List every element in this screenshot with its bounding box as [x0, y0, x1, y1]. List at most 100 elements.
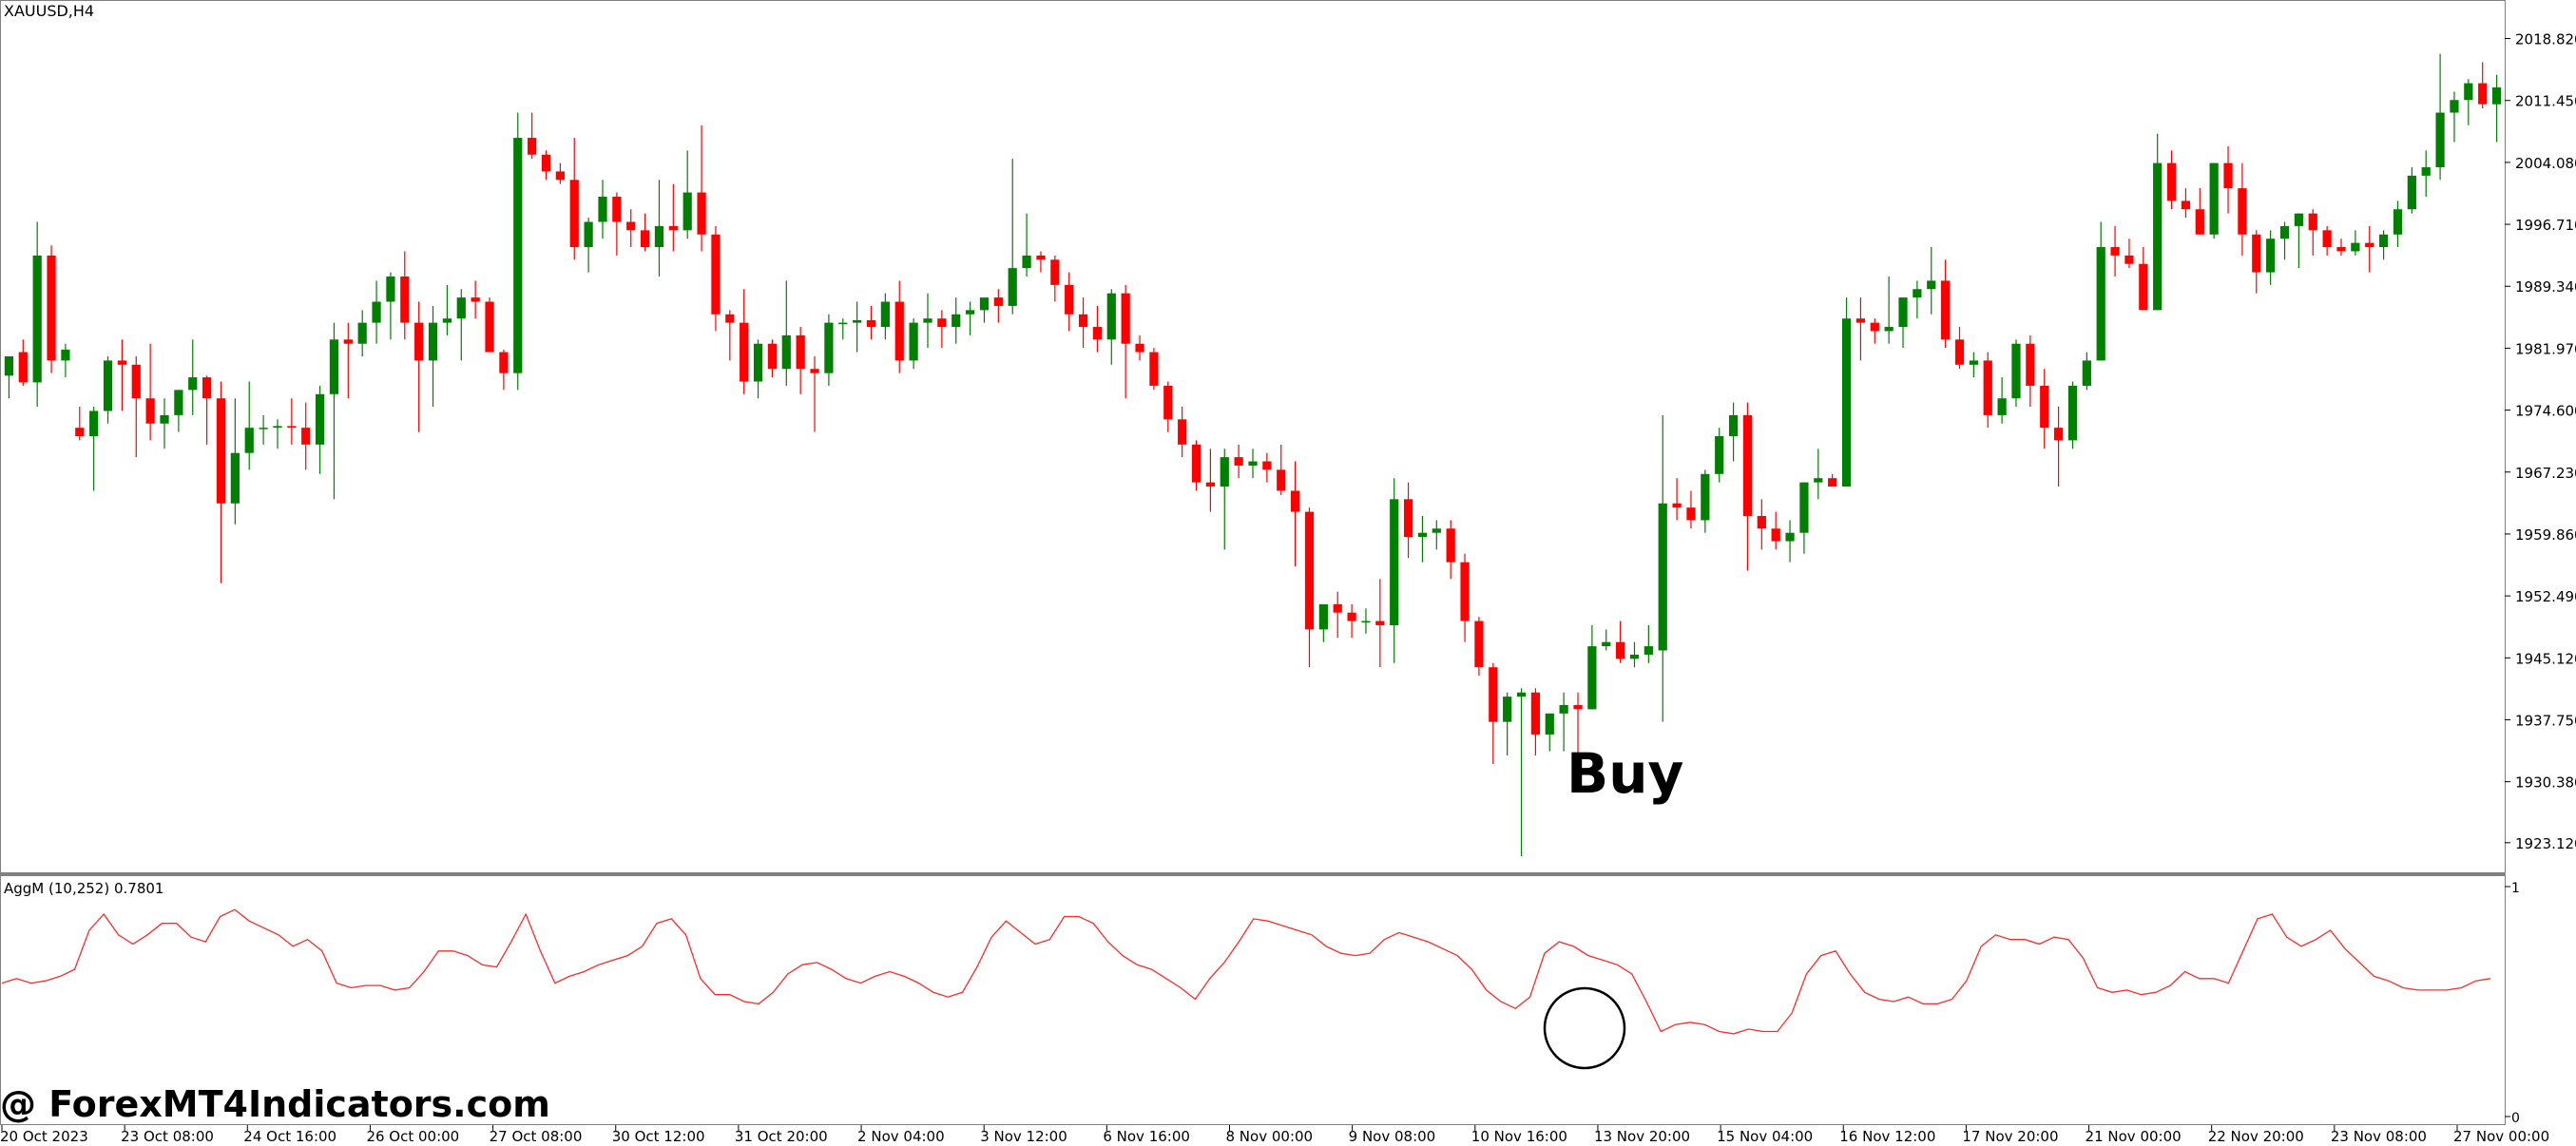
candle-body — [456, 297, 466, 319]
candle-body — [216, 398, 226, 504]
candle-body — [2464, 83, 2473, 101]
time-tick-label: 8 Nov 00:00 — [1226, 1128, 1314, 1145]
time-axis: 20 Oct 2023 23 Oct 08:00 24 Oct 16:00 26 Oc… — [0, 1125, 2549, 1145]
candle-body — [1941, 280, 1951, 340]
price-pane-border — [0, 0, 2506, 873]
candle-body — [528, 138, 537, 155]
price-tick-label: 1959.860 — [2515, 526, 2576, 544]
price-tick-label: 1967.230 — [2515, 465, 2576, 482]
candle-body — [1997, 398, 2007, 415]
candle-body — [174, 390, 183, 415]
candle-body — [1870, 322, 1879, 332]
candle-body — [1954, 339, 1965, 365]
candle-body — [711, 234, 721, 315]
candle-body — [1757, 516, 1766, 529]
candle-body — [880, 301, 890, 328]
candle-body — [2110, 247, 2120, 256]
candle-body — [103, 360, 113, 411]
candle-body — [1742, 414, 1753, 517]
candle-body — [1050, 259, 1060, 285]
candle-body — [640, 230, 650, 248]
candle-body — [1178, 419, 1187, 445]
candle-body — [2153, 162, 2163, 311]
candle-body — [598, 196, 607, 222]
price-tick-label: 2018.820 — [2515, 31, 2576, 48]
indicator-pane: 10 — [0, 875, 2520, 1126]
candle-body — [838, 322, 848, 325]
candle-body — [1969, 360, 1978, 365]
candle-body — [1291, 490, 1300, 512]
price-tick-label: 2011.450 — [2515, 93, 2576, 110]
candle-body — [1884, 327, 1894, 332]
candle-body — [2166, 162, 2177, 201]
candle-body — [1715, 436, 1724, 474]
buy-annotation: Buy — [1567, 741, 1684, 806]
candle-body — [1686, 507, 1696, 521]
candle-body — [1149, 352, 1159, 386]
price-axis: 2018.820 2011.450 2004.080 1996.710 1989.340… — [2505, 31, 2576, 852]
time-tick-label: 27 Oct 08:00 — [490, 1128, 583, 1145]
candle-body — [1771, 528, 1780, 542]
candle-body — [1927, 280, 1936, 290]
candle-body — [1559, 704, 1568, 714]
candle-body — [2053, 428, 2064, 441]
candle-body — [2491, 87, 2502, 105]
candle-body — [18, 352, 28, 383]
candle-body — [1318, 603, 1328, 630]
candle-body — [386, 276, 395, 302]
candle-body — [1432, 528, 1441, 533]
candle-body — [1361, 621, 1371, 623]
candle-body — [1333, 603, 1342, 613]
candle-body — [2279, 225, 2290, 239]
candle-body — [1629, 654, 1640, 659]
candle-body — [1841, 318, 1852, 487]
candle-body — [1785, 532, 1795, 542]
candle-body — [2238, 188, 2247, 235]
candle-body — [1616, 641, 1625, 659]
candle-body — [1248, 461, 1258, 466]
candle-body — [1036, 255, 1046, 260]
candle-body — [952, 314, 961, 328]
candle-body — [1078, 314, 1088, 328]
candle-body — [993, 297, 1003, 306]
indicator-label: AggM (10,252) 0.7801 — [4, 880, 164, 897]
time-tick-label: 21 Nov 00:00 — [2086, 1128, 2182, 1145]
candle-body — [1898, 297, 1908, 328]
candle-body — [1304, 511, 1315, 630]
candle-body — [1065, 284, 1074, 315]
time-tick-label: 6 Nov 16:00 — [1103, 1128, 1190, 1145]
candle-body — [2139, 263, 2148, 311]
time-tick-label: 16 Nov 12:00 — [1839, 1128, 1935, 1145]
candle-body — [442, 318, 452, 323]
candle-body — [1672, 503, 1682, 508]
candle-body — [682, 192, 692, 231]
candle-body — [584, 221, 593, 248]
candle-body — [725, 314, 735, 323]
candle-body — [1106, 293, 1116, 340]
candle-body — [513, 138, 523, 373]
candle-body — [2040, 385, 2049, 429]
candle-body — [1417, 532, 1428, 538]
time-tick-label: 31 Oct 20:00 — [735, 1128, 828, 1145]
candle-body — [2407, 175, 2416, 210]
candle-body — [2322, 230, 2332, 248]
candle-body — [1814, 478, 1823, 483]
candle-body — [89, 411, 99, 436]
candle-body — [697, 192, 706, 235]
candle-body — [2393, 209, 2403, 235]
candle-body — [1163, 385, 1173, 420]
time-tick-label: 3 Nov 12:00 — [980, 1128, 1067, 1145]
candle-body — [315, 393, 325, 445]
candle-body — [287, 426, 297, 429]
candle-body — [2181, 201, 2191, 210]
price-tick-label: 1952.490 — [2515, 588, 2576, 605]
candle-body — [2294, 213, 2303, 226]
candle-body — [2308, 213, 2317, 231]
candle-body — [1262, 461, 1272, 470]
candle-body — [1545, 713, 1554, 735]
candle-body — [428, 322, 438, 361]
time-tick-label: 30 Oct 12:00 — [612, 1128, 705, 1145]
time-tick-label: 27 Nov 00:00 — [2453, 1128, 2549, 1145]
time-tick-label: 24 Oct 16:00 — [243, 1128, 336, 1145]
time-tick-label: 13 Nov 20:00 — [1594, 1128, 1690, 1145]
